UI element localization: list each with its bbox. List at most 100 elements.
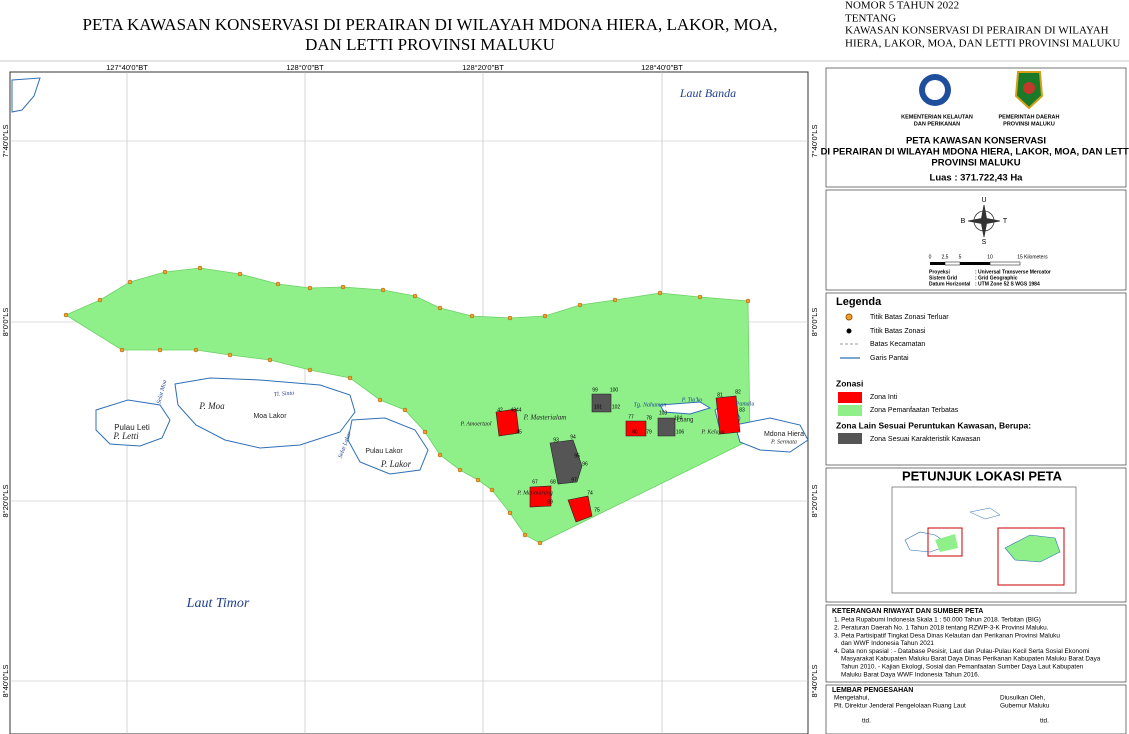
locator-title: PETUNJUK LOKASI PETA	[902, 468, 1063, 483]
zone-label: 68	[550, 479, 556, 485]
legend-title: Legenda	[836, 296, 882, 308]
place-label: Tl. Sinta	[274, 390, 295, 398]
longitude-label: 128°0'0"BT	[286, 63, 324, 72]
scale-bar	[930, 261, 1021, 266]
panel	[825, 67, 1127, 734]
place-label: P. Sermata	[770, 439, 797, 445]
compass	[967, 204, 1001, 238]
approval: Mengetahui,Plt. Direktur Jenderal Pengel…	[834, 695, 1050, 725]
approval-line: Diusulkan Oleh,	[1000, 695, 1045, 702]
boundary-point	[437, 305, 443, 311]
island	[174, 377, 356, 449]
decree: NOMOR 5 TAHUN 2022	[845, 0, 959, 12]
zone-label: 42	[497, 407, 503, 413]
legend-label: Garis Pantai	[870, 355, 909, 362]
place-label: Laut Banda	[679, 86, 736, 100]
zone-label: 83	[739, 407, 745, 413]
boundary-point	[745, 298, 751, 304]
legend-subtitle: Zona Lain Sesuai Peruntukan Kawasan, Ber…	[836, 420, 1031, 430]
compass-label: U	[981, 197, 986, 204]
approval-line: Mengetahui,	[834, 695, 869, 702]
scale-label: 15	[1017, 254, 1023, 260]
place-label: P. Tia'ko	[681, 397, 703, 403]
zone-label: 100	[610, 387, 619, 393]
header-title: DAN LETTI PROVINSI MALUKU	[305, 35, 555, 54]
boundary-point	[227, 352, 233, 358]
locator-map	[891, 486, 1077, 594]
coordinate-labels: 127°40'0"BT 128°0'0"BT 128°20'0"BT 128°40'0…	[1, 63, 819, 697]
legend-symbol	[838, 405, 862, 416]
approval-line: Plt. Direktur Jenderal Pengelolaan Ruang…	[834, 703, 966, 710]
place-label: P. Lakor	[380, 459, 412, 469]
boundary-point	[507, 315, 513, 321]
zones	[495, 393, 741, 523]
boundary-point	[697, 294, 703, 300]
island	[11, 77, 41, 113]
boundary-point	[157, 347, 163, 353]
zona-inti	[495, 408, 520, 437]
legend-symbol	[846, 328, 852, 334]
notes: 1. Peta Rupabumi Indonesia Skala 1 : 50.…	[834, 617, 1101, 679]
latitude-label: 8°0'0"LS	[1, 308, 10, 337]
boundary-point	[307, 367, 313, 373]
place-label: Pulau Leti	[114, 423, 150, 432]
place-label: Tg. Nahaman	[634, 402, 667, 408]
island	[659, 401, 712, 415]
boundary-point	[63, 312, 69, 318]
zone-label: 102	[612, 404, 621, 410]
boundary-point	[237, 271, 243, 277]
zone-label: 79	[646, 429, 652, 435]
boundary-point	[469, 313, 475, 319]
boundary-point	[522, 532, 528, 538]
island	[347, 417, 429, 475]
place-label: Laut Timor	[186, 596, 250, 611]
place-label: P. Letti	[112, 431, 139, 441]
compass-label: B	[961, 218, 966, 225]
island	[734, 417, 809, 453]
panel-box	[825, 189, 1127, 291]
island	[95, 399, 171, 447]
zone-label: 106	[676, 429, 685, 435]
boundary-point	[347, 375, 353, 381]
logo-caption: PEMERINTAH DAERAH	[998, 114, 1059, 120]
zone-label: 104	[674, 415, 683, 421]
boundary-point	[97, 297, 103, 303]
boundary-point	[422, 429, 428, 435]
note-line: Tahun 2010. - Kajian Ekologi, Sosial dan…	[841, 663, 1084, 670]
legend-symbol	[845, 313, 853, 321]
boundary-point	[162, 269, 168, 275]
projection-key: Proyeksi	[929, 269, 950, 275]
note-line: Masyarakat Kabupaten Maluku Barat Daya D…	[841, 656, 1101, 663]
place-label: P. Amoertaol	[459, 421, 491, 427]
projection-value: : Grid Geographic	[975, 275, 1018, 281]
scale-segment	[989, 261, 1021, 266]
place-label: Pamalu	[735, 401, 755, 407]
legend-label: Titik Batas Zonasi	[870, 328, 926, 335]
approval-line: ttd.	[1040, 718, 1049, 725]
longitude-label: 127°40'0"BT	[106, 63, 148, 72]
scale-label: 10	[987, 254, 993, 260]
notes-title: KETERANGAN RIWAYAT DAN SUMBER PETA	[832, 608, 983, 615]
legend-label: Titik Batas Zonasi Terluar	[870, 314, 949, 321]
zone-label: 95	[574, 453, 580, 459]
latitude-label: 7°40'0"LS	[1, 125, 10, 158]
projection-value: : Universal Transverse Mercator	[975, 269, 1051, 275]
locator-area	[935, 534, 958, 552]
zona-inti	[529, 485, 552, 508]
legend-label: Batas Kecamatan	[870, 341, 925, 348]
place-label: Moa Lakor	[253, 413, 287, 420]
boundary-point	[307, 285, 313, 291]
note-line: Maluku Barat Daya WWF Indonesia Tahun 20…	[841, 671, 980, 678]
locator-land	[969, 507, 1001, 520]
boundary-point	[197, 265, 203, 271]
map-title: PETA KAWASAN KONSERVASI	[906, 136, 1046, 147]
boundary-point	[340, 284, 346, 290]
place-label: P. Moa	[198, 401, 225, 411]
boundary-point	[127, 279, 133, 285]
panel-box	[825, 67, 1127, 188]
zona-karakteristik	[549, 439, 583, 485]
scale-segment	[944, 261, 961, 266]
place-label: P. Masterialam	[523, 414, 567, 422]
boundary-point	[437, 452, 443, 458]
